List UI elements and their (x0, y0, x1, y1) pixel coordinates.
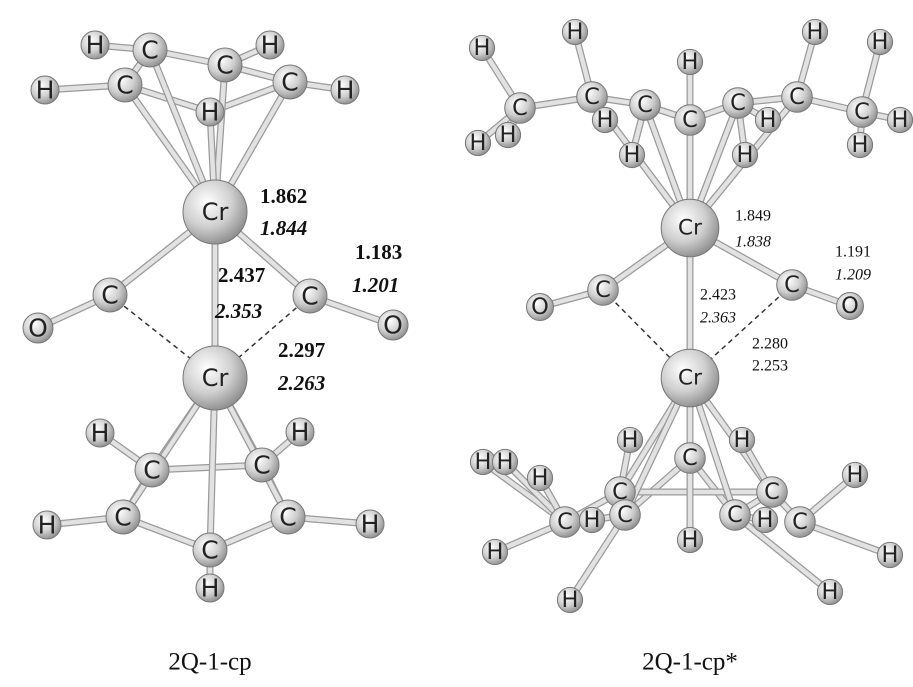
atom-label: H (682, 49, 699, 75)
bond-length: 2.297 (278, 338, 325, 362)
atom-label: C (116, 71, 133, 100)
atom-label: H (757, 507, 774, 533)
atom-label: C (279, 503, 296, 532)
bond-length: 2.437 (218, 263, 265, 287)
figure: HHCCCHCHHCrCOCOCrHCCHHCCHCHHHHHHCCHCCCHC… (0, 0, 913, 687)
atom-label: C (512, 95, 528, 121)
atom-label: H (852, 132, 869, 158)
atom-label: H (822, 579, 839, 605)
bond-length: 2.353 (214, 299, 262, 323)
atom-label: H (36, 76, 55, 105)
bond-length: 2.253 (752, 358, 788, 375)
atom-label: C (101, 281, 118, 310)
atom-label: H (892, 107, 909, 133)
bond-length: 2.363 (700, 310, 736, 327)
atom-label: C (682, 445, 698, 471)
bond-length: 2.423 (700, 287, 736, 304)
atom-label: H (261, 31, 280, 60)
atom-label: H (38, 511, 57, 540)
atom-label: H (734, 427, 751, 453)
atom-label: H (336, 76, 355, 105)
atom-label: H (882, 542, 899, 568)
bond-length: 1.183 (355, 240, 402, 264)
atom-label: H (291, 418, 310, 447)
atom-label: H (532, 465, 549, 491)
atom-label: H (201, 98, 220, 127)
atom-label: O (28, 314, 48, 343)
atom-label: Cr (202, 364, 229, 392)
bond-length: 1.849 (735, 208, 771, 225)
atom-label: Cr (202, 198, 229, 226)
atom-label: C (281, 68, 298, 97)
atom-label: H (737, 142, 754, 168)
atom-label: C (854, 99, 870, 125)
atom-label: C (730, 90, 746, 116)
atom-label: H (470, 130, 487, 156)
atom-label: H (597, 107, 614, 133)
atom-label: H (91, 419, 110, 448)
atom-label: C (789, 84, 805, 110)
atom-label: H (86, 31, 105, 60)
atom-label: C (792, 509, 808, 535)
atom-label: C (637, 92, 653, 118)
atom-label: C (301, 282, 318, 311)
bond-length: 2.263 (277, 371, 325, 395)
atom-label: H (500, 122, 517, 148)
atom-label: H (624, 142, 641, 168)
atom-label: O (531, 294, 549, 320)
atom-label: H (487, 539, 504, 565)
atom-label: C (201, 536, 218, 565)
atom-label: C (784, 272, 800, 298)
atom-label: H (584, 507, 601, 533)
caption: 2Q-1-cp* (642, 649, 738, 676)
atom-label: H (562, 587, 579, 613)
atom-label: H (682, 527, 699, 553)
caption: 2Q-1-cp (168, 649, 251, 676)
atom-label: H (475, 449, 492, 475)
atom-label: H (847, 462, 864, 488)
atom-label: C (764, 479, 780, 505)
atom-label: H (497, 449, 514, 475)
atom-label: H (567, 19, 584, 45)
atom-label: C (114, 503, 131, 532)
bond-length: 1.844 (260, 216, 307, 240)
bond-length: 1.201 (352, 273, 399, 297)
atom-label: H (361, 510, 380, 539)
atom-label: H (201, 574, 220, 603)
atom-label: C (727, 502, 743, 528)
atom-label: C (141, 36, 158, 65)
bond-length: 1.838 (735, 234, 771, 251)
atom-label: C (557, 509, 573, 535)
atom-label: Cr (678, 366, 702, 391)
atom-label: O (841, 293, 859, 319)
atom-label: H (622, 427, 639, 453)
atom-label: H (807, 19, 824, 45)
bond-length: 2.280 (752, 336, 788, 353)
bond-length: 1.862 (260, 184, 307, 208)
atom-label: C (216, 51, 233, 80)
atom-label: C (682, 107, 698, 133)
atoms: HHCCCHCHHCrCOCOCrHCCHHCCHCHHHHHHCCHCCCHC… (23, 19, 913, 613)
atom-label: H (474, 35, 491, 61)
atom-label: Cr (678, 216, 702, 241)
atom-label: H (872, 29, 889, 55)
atom-label: C (143, 456, 160, 485)
atom-label: H (760, 107, 777, 133)
atom-label: O (383, 311, 403, 340)
bond-length: 1.209 (835, 267, 871, 284)
bond-length: 1.191 (835, 244, 871, 261)
atom-label: C (253, 451, 270, 480)
atom-label: C (617, 502, 633, 528)
atom-label: C (595, 277, 611, 303)
